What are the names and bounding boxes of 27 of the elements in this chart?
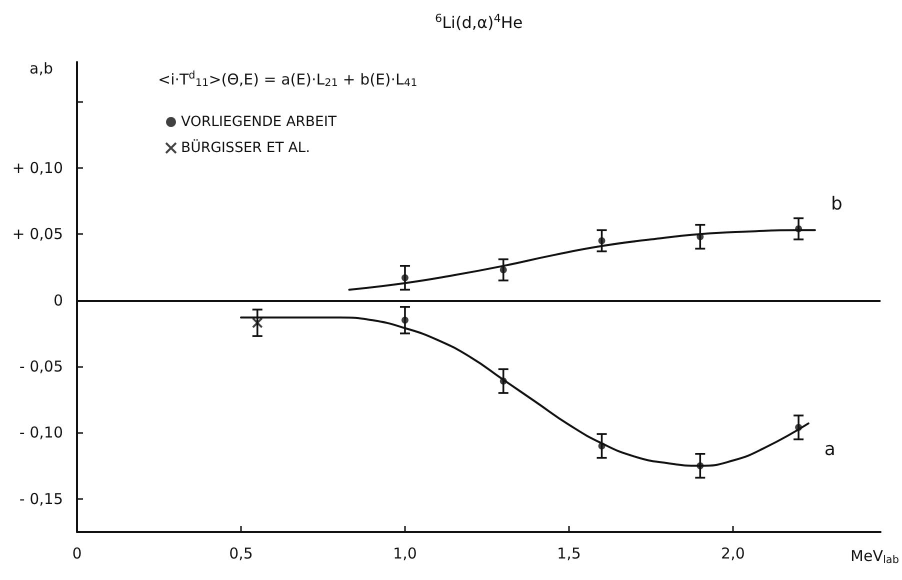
x-tick-label: 0 xyxy=(72,544,82,562)
legend-label: BÜRGISSER ET AL. xyxy=(181,139,310,156)
series-label: b xyxy=(830,194,842,215)
point xyxy=(598,237,606,244)
x-tick-label: 1,5 xyxy=(557,544,581,562)
point xyxy=(401,274,408,282)
x-tick-label: 2,0 xyxy=(721,544,745,562)
y-tick-label: + 0,10 xyxy=(12,158,63,177)
point xyxy=(696,233,704,240)
y-tick-label: - 0,10 xyxy=(19,424,63,442)
point xyxy=(795,225,802,232)
series-label: a xyxy=(824,438,836,460)
y-tick-label: 0 xyxy=(53,291,63,310)
y-tick-label: - 0,05 xyxy=(19,358,63,376)
legend-label: VORLIEGENDE ARBEIT xyxy=(181,114,337,130)
point xyxy=(252,317,263,328)
point xyxy=(500,266,507,274)
point xyxy=(696,462,704,470)
y-axis-title: a,b xyxy=(30,60,53,78)
x-tick-label: 0,5 xyxy=(229,544,253,562)
x-tick-label: 1,0 xyxy=(393,544,417,562)
y-tick-label: - 0,15 xyxy=(19,490,63,508)
point xyxy=(598,442,606,450)
point xyxy=(795,424,802,431)
point xyxy=(401,316,408,324)
y-tick-label: + 0,05 xyxy=(12,225,63,244)
point xyxy=(500,378,507,385)
